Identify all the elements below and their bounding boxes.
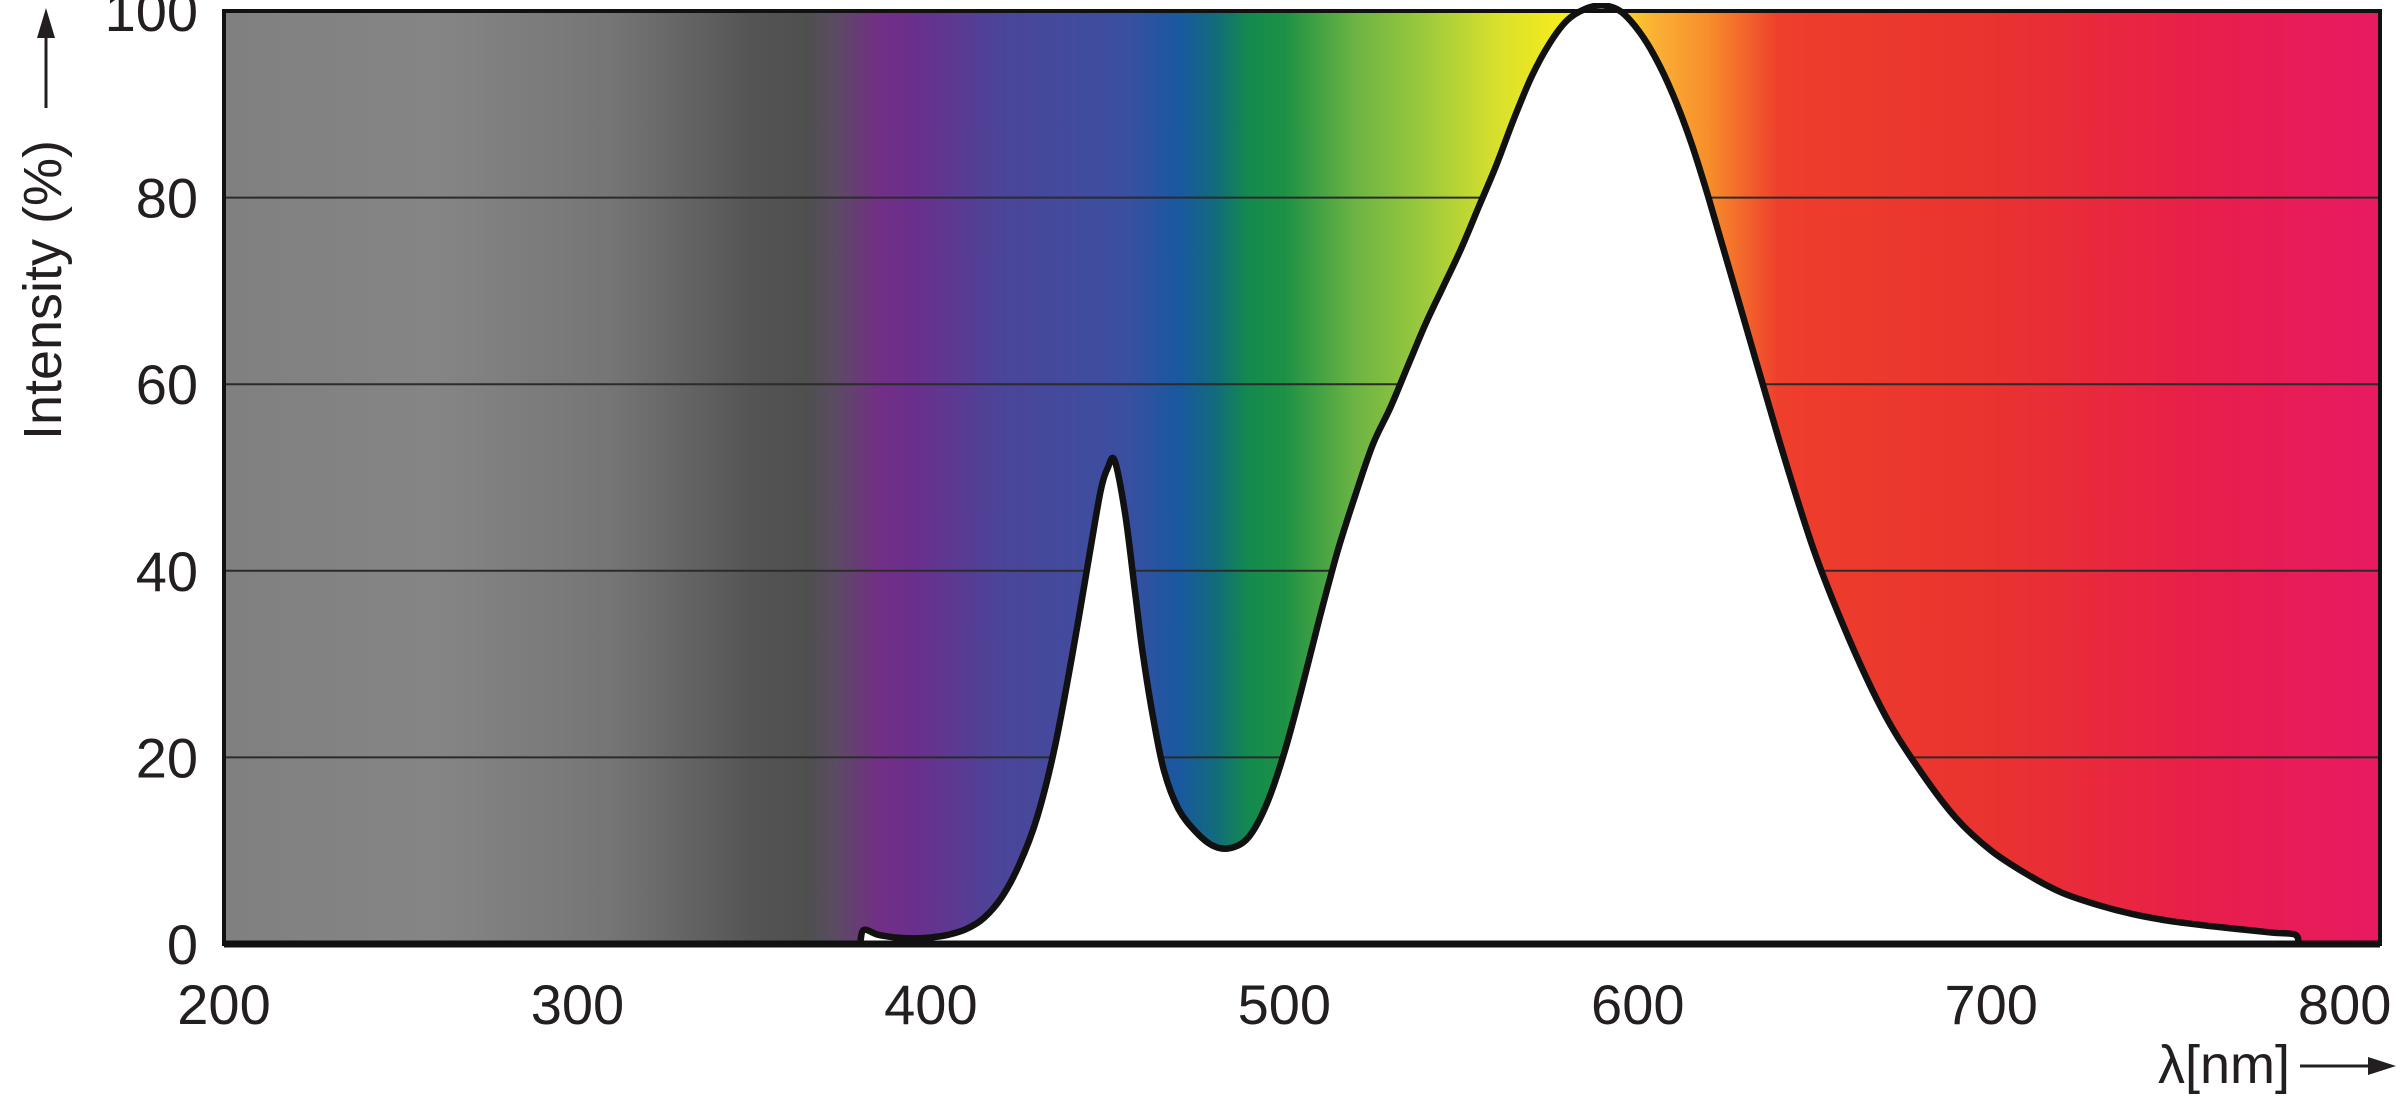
x-tick-label-600: 600 <box>1591 973 1684 1036</box>
y-tick-label-60: 60 <box>136 353 198 416</box>
y-axis-arrow <box>37 8 55 108</box>
x-tick-label-500: 500 <box>1238 973 1331 1036</box>
y-tick-label-0: 0 <box>167 913 198 976</box>
y-tick-label-20: 20 <box>136 726 198 789</box>
x-tick-labels: 200 300 400 500 600 700 800 <box>177 973 2391 1036</box>
x-axis-arrow <box>2300 1057 2396 1075</box>
y-tick-labels: 0 20 40 60 80 100 <box>105 0 198 976</box>
x-tick-label-300: 300 <box>531 973 624 1036</box>
y-axis-label: Intensity (%) <box>13 140 73 440</box>
y-tick-label-80: 80 <box>136 167 198 230</box>
y-tick-label-40: 40 <box>136 540 198 603</box>
intensity-area-overlay <box>860 5 2299 944</box>
x-axis-label: λ[nm] <box>2158 1035 2290 1095</box>
x-tick-label-800: 800 <box>2298 973 2391 1036</box>
intensity-curve <box>856 3 2302 944</box>
x-tick-label-400: 400 <box>884 973 977 1036</box>
x-tick-label-700: 700 <box>1944 973 2037 1036</box>
y-tick-label-100: 100 <box>105 0 198 43</box>
x-tick-label-200: 200 <box>177 973 270 1036</box>
